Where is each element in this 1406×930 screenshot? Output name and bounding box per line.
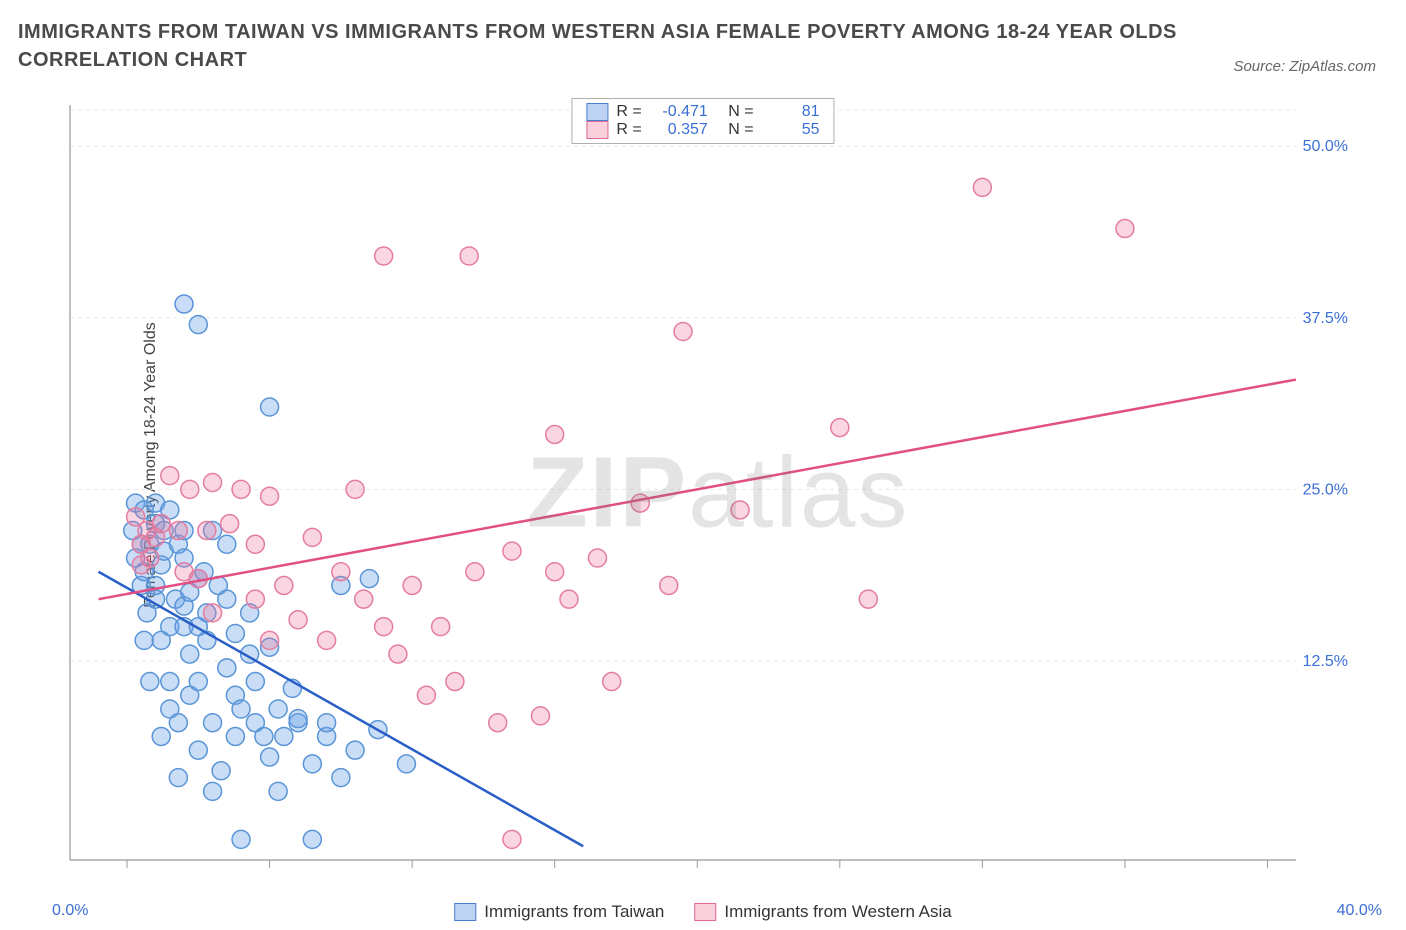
r-label-1: R = (616, 103, 641, 121)
legend-item-western-asia: Immigrants from Western Asia (694, 902, 951, 922)
svg-text:12.5%: 12.5% (1303, 653, 1348, 670)
chart-plot-area: 12.5%25.0%37.5%50.0% ZIPatlas (50, 95, 1386, 890)
stats-row-1: R = -0.471 N = 81 (586, 103, 819, 121)
r-value-1: -0.471 (650, 103, 708, 121)
bottom-legend: Immigrants from Taiwan Immigrants from W… (454, 902, 952, 922)
source-text: Source: ZipAtlas.com (1233, 58, 1376, 75)
swatch-pink-icon (694, 903, 716, 921)
r-value-2: 0.357 (650, 121, 708, 139)
swatch-blue-icon (586, 103, 608, 121)
legend-item-taiwan: Immigrants from Taiwan (454, 902, 664, 922)
stats-legend: R = -0.471 N = 81 R = 0.357 N = 55 (571, 98, 834, 144)
svg-text:37.5%: 37.5% (1303, 310, 1348, 327)
stats-row-2: R = 0.357 N = 55 (586, 121, 819, 139)
scatter-chart-svg: 12.5% 25.0% 37.5% 50.0% (50, 95, 1386, 890)
r-label-2: R = (616, 121, 641, 139)
x-tick-0: 0.0% (52, 902, 88, 920)
swatch-blue-icon (454, 903, 476, 921)
legend-western-asia-label: Immigrants from Western Asia (724, 902, 951, 922)
n-value-2: 55 (762, 121, 820, 139)
x-tick-40: 40.0% (1337, 902, 1382, 920)
svg-text:50.0%: 50.0% (1303, 138, 1348, 155)
n-label-2: N = (728, 121, 753, 139)
n-label-1: N = (728, 103, 753, 121)
chart-title: IMMIGRANTS FROM TAIWAN VS IMMIGRANTS FRO… (18, 18, 1226, 74)
legend-taiwan-label: Immigrants from Taiwan (484, 902, 664, 922)
svg-text:25.0%: 25.0% (1303, 481, 1348, 498)
swatch-pink-icon (586, 121, 608, 139)
n-value-1: 81 (762, 103, 820, 121)
